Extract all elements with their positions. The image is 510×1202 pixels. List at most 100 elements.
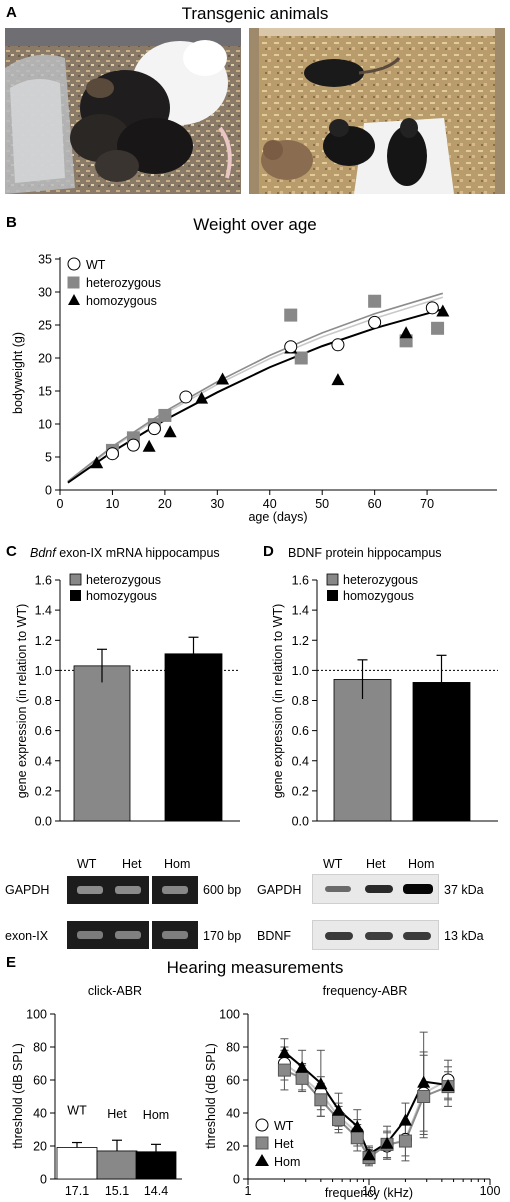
mrna-y-tick-label: 0.2 <box>35 784 52 798</box>
click-bar-category-label: WT <box>67 1103 87 1117</box>
click-ylabel: threshold (dB SPL) <box>11 1043 25 1149</box>
freq-point-hom <box>380 1136 394 1149</box>
freq-y-tick-label: 0 <box>233 1173 240 1187</box>
weight-x-tick-label: 60 <box>368 497 382 511</box>
panel-a-title: Transgenic animals <box>181 4 329 23</box>
weight-point-homozygous <box>90 456 104 469</box>
weight-point-heterozygous <box>294 351 308 365</box>
click-bar-value-label: 14.4 <box>144 1184 168 1198</box>
weight-fit-homozygous <box>67 308 444 484</box>
mrna-y-tick-label: 1.0 <box>35 664 52 678</box>
freq-point-het <box>417 1090 431 1103</box>
freq-legend-wt-marker <box>255 1118 269 1132</box>
weight-point-wt <box>179 390 193 404</box>
protein-y-tick-label: 0.4 <box>292 754 309 768</box>
click-y-tick-label: 20 <box>33 1140 47 1154</box>
panel-c-title-gene: Bdnf <box>30 546 56 560</box>
click-y-tick-label: 80 <box>33 1041 47 1055</box>
freq-legend-hom-marker <box>255 1154 269 1166</box>
mrna-legend-hom-label: homozygous <box>86 589 157 603</box>
protein-y-tick-label: 1.0 <box>292 664 309 678</box>
click-bar-wt <box>56 1147 98 1180</box>
panel-c-letter: C <box>6 543 17 560</box>
freq-point-het <box>350 1131 364 1145</box>
weight-plot-area: 0 5 10 15 20 25 30 35 0 10 20 30 40 50 60 70 bodyweigh… <box>11 253 497 524</box>
blot-row-bdnf-size: 13 kDa <box>444 929 484 943</box>
freq-point-hom <box>295 1060 309 1073</box>
protein-y-tick-label: 0.0 <box>292 815 309 829</box>
freq-legend-het-marker <box>255 1136 269 1150</box>
protein-legend-het-label: heterozygous <box>343 573 418 587</box>
photo-cage-mice <box>249 28 505 194</box>
weight-y-tick-label: 20 <box>38 352 52 366</box>
gel-row-exon-size: 170 bp <box>203 929 242 943</box>
weight-fit-heterozygous <box>67 292 444 483</box>
photo-nest-litter <box>5 28 241 194</box>
freq-point-hom <box>332 1103 346 1116</box>
panel-a-letter: A <box>6 4 17 21</box>
protein-y-tick-label: 0.8 <box>292 694 309 708</box>
legend-hom-marker <box>68 294 80 305</box>
mrna-y-tick-label: 1.6 <box>35 574 52 588</box>
protein-legend-het-marker <box>326 573 339 586</box>
mrna-y-tick-label: 1.2 <box>35 634 52 648</box>
blot-lane-wt: WT <box>323 857 343 871</box>
freq-ylabel: threshold (dB SPL) <box>204 1043 218 1149</box>
mrna-bar-heterozygous <box>73 665 131 822</box>
weight-point-heterozygous <box>158 408 172 422</box>
weight-x-tick-label: 20 <box>158 497 172 511</box>
protein-y-tick-label: 1.4 <box>292 604 309 618</box>
freq-point-hom <box>277 1045 291 1058</box>
weight-x-tick-label: 0 <box>57 497 64 511</box>
freq-x-tick-label: 100 <box>480 1184 501 1198</box>
gel-lane-wt: WT <box>77 857 97 871</box>
legend-wt-marker <box>67 257 81 271</box>
protein-chart: 0.0 0.2 0.4 0.6 0.8 1.0 1.2 1.4 1.6 gene express… <box>271 573 498 829</box>
freq-point-hom <box>417 1075 431 1088</box>
panel-e-letter: E <box>6 954 17 971</box>
freq-xlabel: frequency (kHz) <box>325 1186 413 1200</box>
mrna-y-tick-label: 0.6 <box>35 724 52 738</box>
panel-c-title-rest: exon-IX mRNA hippocampus <box>55 546 220 560</box>
gel-row-exon-name: exon-IX <box>5 929 49 943</box>
weight-x-tick-label: 10 <box>105 497 119 511</box>
weight-point-wt <box>425 301 439 315</box>
protein-legend-hom-marker <box>327 590 338 601</box>
panel-d-letter: D <box>263 543 274 560</box>
blot-bdnf-strip <box>312 920 439 950</box>
mrna-y-tick-label: 0.8 <box>35 694 52 708</box>
freq-y-tick-label: 60 <box>226 1074 240 1088</box>
click-bar-category-label: Hom <box>143 1108 169 1122</box>
click-y-tick-label: 100 <box>26 1008 47 1022</box>
weight-point-homozygous <box>195 391 209 404</box>
protein-y-tick-label: 1.6 <box>292 574 309 588</box>
legend-het-marker <box>67 276 80 289</box>
protein-y-tick-label: 0.6 <box>292 724 309 738</box>
mrna-y-tick-label: 0.0 <box>35 815 52 829</box>
freq-point-hom <box>350 1120 364 1133</box>
gel-exon-strip-2 <box>152 921 198 949</box>
freq-legend-hom-label: Hom <box>274 1155 300 1169</box>
weight-x-tick-label: 30 <box>210 497 224 511</box>
mrna-legend: heterozygous homozygous <box>69 573 161 603</box>
panel-d-title: BDNF protein hippocampus <box>288 546 442 560</box>
freq-y-tick-label: 20 <box>226 1140 240 1154</box>
legend-hom-label: homozygous <box>86 294 157 308</box>
weight-point-wt <box>147 422 161 436</box>
panel-b-letter: B <box>6 214 17 231</box>
freq-x-tick-label: 1 <box>245 1184 252 1198</box>
weight-point-homozygous <box>163 425 177 438</box>
legend-het-label: heterozygous <box>86 276 161 290</box>
weight-point-wt <box>126 438 140 452</box>
mrna-chart: 0.0 0.2 0.4 0.6 0.8 1.0 1.2 1.4 1.6 gene express… <box>15 573 240 829</box>
click-bar-category-label: Het <box>107 1107 127 1121</box>
click-y-tick-label: 0 <box>40 1173 47 1187</box>
mrna-legend-het-label: heterozygous <box>86 573 161 587</box>
weight-point-homozygous <box>216 372 230 385</box>
panel-e-title: Hearing measurements <box>166 958 344 977</box>
weight-point-wt <box>105 447 119 461</box>
mrna-y-tick-label: 0.4 <box>35 754 52 768</box>
freq-point-het <box>295 1071 309 1085</box>
weight-point-heterozygous <box>431 321 445 335</box>
blot-row-gapdh-name: GAPDH <box>257 883 302 897</box>
